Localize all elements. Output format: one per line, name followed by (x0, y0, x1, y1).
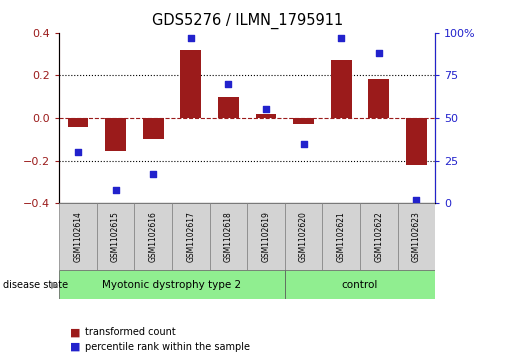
Bar (105, 118, 126, 151)
Text: percentile rank within the sample: percentile rank within the sample (85, 342, 250, 352)
Bar (331, 60, 352, 118)
FancyBboxPatch shape (285, 270, 435, 299)
Text: GSM1102621: GSM1102621 (337, 212, 346, 262)
Text: ▶: ▶ (52, 280, 59, 290)
FancyBboxPatch shape (134, 203, 172, 270)
FancyBboxPatch shape (172, 203, 210, 270)
Bar (406, 118, 427, 165)
Text: ■: ■ (70, 342, 80, 352)
Text: GSM1102620: GSM1102620 (299, 211, 308, 262)
Bar (218, 97, 239, 118)
FancyBboxPatch shape (97, 203, 134, 270)
Point (337, 35, 346, 41)
Text: GSM1102619: GSM1102619 (262, 211, 270, 262)
Text: Myotonic dystrophy type 2: Myotonic dystrophy type 2 (102, 280, 242, 290)
Bar (67, 118, 89, 127)
Point (187, 35, 195, 41)
Point (225, 81, 233, 87)
Bar (255, 114, 277, 118)
Point (375, 50, 383, 56)
Text: GSM1102623: GSM1102623 (412, 211, 421, 262)
FancyBboxPatch shape (210, 203, 247, 270)
Text: GSM1102616: GSM1102616 (149, 211, 158, 262)
FancyBboxPatch shape (285, 203, 322, 270)
Text: GDS5276 / ILMN_1795911: GDS5276 / ILMN_1795911 (151, 13, 343, 29)
Text: disease state: disease state (3, 280, 67, 290)
Text: ■: ■ (70, 327, 80, 337)
FancyBboxPatch shape (247, 203, 285, 270)
FancyBboxPatch shape (360, 203, 398, 270)
Point (413, 197, 421, 203)
Point (262, 107, 270, 113)
FancyBboxPatch shape (322, 203, 360, 270)
Text: GSM1102617: GSM1102617 (186, 211, 195, 262)
Point (74, 149, 82, 155)
FancyBboxPatch shape (59, 270, 285, 299)
Bar (180, 50, 201, 118)
Point (111, 187, 119, 192)
Text: GSM1102614: GSM1102614 (74, 211, 82, 262)
FancyBboxPatch shape (398, 203, 435, 270)
Text: control: control (342, 280, 378, 290)
Bar (368, 78, 389, 118)
Point (149, 171, 158, 177)
Bar (143, 118, 164, 139)
Bar (293, 118, 314, 125)
FancyBboxPatch shape (59, 203, 97, 270)
Text: GSM1102618: GSM1102618 (224, 212, 233, 262)
Point (300, 141, 308, 147)
Text: GSM1102615: GSM1102615 (111, 211, 120, 262)
Text: transformed count: transformed count (85, 327, 176, 337)
Text: GSM1102622: GSM1102622 (374, 212, 383, 262)
